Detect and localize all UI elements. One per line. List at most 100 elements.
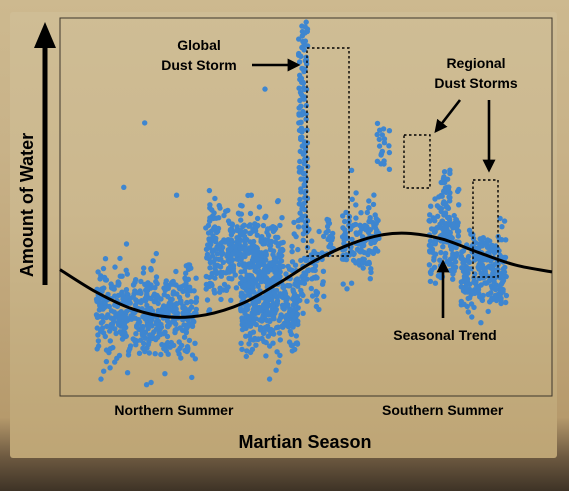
regional-storms-label-line2: Dust Storms [434,75,517,91]
data-point [365,251,371,258]
data-point [281,321,287,327]
data-point [246,315,252,321]
data-point [216,243,222,250]
data-point [134,323,140,329]
data-point [298,176,304,182]
data-point [278,258,285,264]
data-point [280,305,286,311]
data-point [142,281,148,288]
data-point [289,348,295,354]
data-point [303,188,309,194]
data-point [270,340,276,346]
data-point [173,306,179,312]
data-point [273,287,280,294]
data-point [460,256,466,263]
data-point [210,233,216,239]
data-point [124,271,130,277]
data-point [123,308,130,315]
data-point [238,269,244,275]
data-point [301,272,307,278]
data-point [236,261,243,268]
data-point [501,218,508,224]
data-point [239,346,245,353]
data-point [357,222,363,229]
data-point [188,265,194,271]
data-point [316,228,322,235]
data-point [258,253,264,260]
data-point [163,278,169,284]
data-point [146,350,152,356]
data-point [233,245,239,251]
data-point [177,345,183,351]
data-point [469,314,475,320]
chart-background [10,12,557,458]
data-point [193,275,199,281]
data-point [428,243,434,249]
data-point [259,318,265,324]
data-point [223,286,230,292]
data-point [117,255,123,262]
data-point [181,283,187,289]
data-point [297,279,304,285]
data-point [102,300,108,306]
data-point [139,332,146,339]
data-point [212,224,218,230]
data-point [253,251,260,258]
data-point [309,238,315,244]
data-point [302,24,308,30]
data-point [240,246,246,252]
data-point [192,356,198,362]
data-point [243,353,249,360]
data-point [325,228,331,234]
data-point [112,264,118,270]
data-point [299,291,305,297]
data-point [240,307,246,313]
data-point [93,312,100,318]
data-point [111,318,117,325]
data-point [286,266,293,272]
data-point [502,264,508,271]
data-point [272,259,278,266]
data-point [121,322,128,328]
data-point [380,126,387,132]
data-point [350,222,357,228]
data-point [161,285,167,291]
data-point [250,318,257,324]
data-point [343,209,349,216]
data-point [153,278,159,285]
data-point [435,213,441,219]
data-point [376,143,383,149]
data-point [296,164,302,171]
data-point [96,307,103,313]
data-point [455,233,461,239]
data-point [476,284,482,290]
data-point [225,218,232,224]
data-point [227,263,234,270]
data-point [499,237,505,243]
data-point [254,256,260,262]
data-point [95,332,101,338]
data-point [248,192,254,198]
data-point [430,215,436,221]
data-point [271,227,278,233]
data-point [176,294,183,301]
data-point [303,54,309,60]
data-point [438,249,444,256]
data-point [503,237,509,243]
data-point [183,329,189,336]
data-point [303,19,309,25]
data-point [186,337,193,344]
data-point [358,210,364,216]
data-point [189,352,196,358]
data-point [368,269,374,276]
data-point [478,270,484,276]
data-point [431,254,437,261]
data-point [284,302,290,309]
data-point [330,230,336,237]
data-point [500,277,507,284]
data-point [293,333,299,339]
data-point [112,314,118,321]
data-point [101,274,108,281]
data-point [238,217,244,223]
